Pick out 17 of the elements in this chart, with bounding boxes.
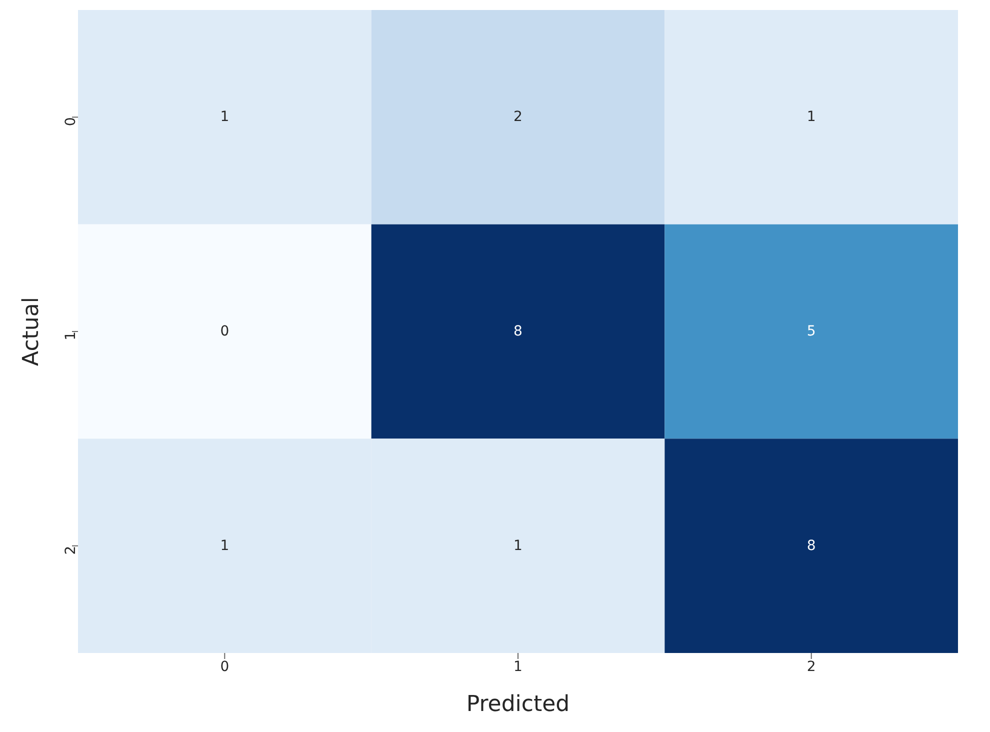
x-tick-label: 1 (514, 658, 522, 675)
data-label: 8 (806, 538, 816, 554)
data-label: 8 (514, 324, 522, 340)
y-tick-label: 1 (62, 332, 79, 340)
y-axis-title: Actual (18, 297, 44, 366)
data-label: 2 (514, 109, 522, 126)
x-tick-label: 2 (806, 658, 816, 675)
data-label: 1 (514, 538, 522, 554)
data-label: 0 (220, 324, 230, 340)
data-label: 1 (806, 109, 816, 126)
y-tick-label: 0 (62, 117, 79, 126)
x-tick-label: 0 (220, 658, 230, 675)
data-label: 1 (220, 109, 230, 126)
data-label: 5 (806, 324, 816, 340)
y-tick-label: 2 (62, 546, 79, 555)
data-label: 1 (220, 538, 230, 554)
x-axis-title: Predicted (466, 692, 570, 717)
